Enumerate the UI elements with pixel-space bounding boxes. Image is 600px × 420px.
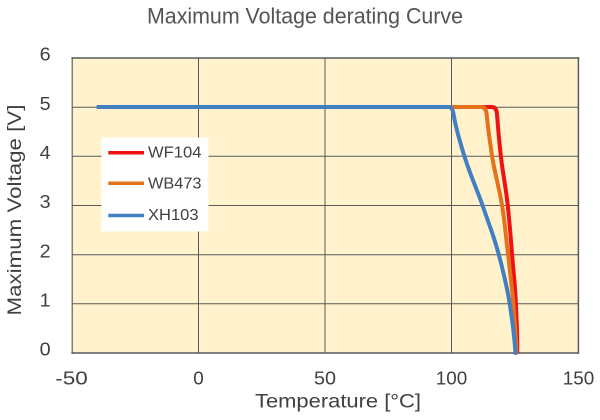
- svg-text:6: 6: [40, 44, 51, 65]
- svg-text:WB473: WB473: [148, 175, 202, 192]
- svg-text:5: 5: [40, 93, 51, 114]
- svg-text:XH103: XH103: [148, 207, 199, 224]
- svg-text:Maximum Voltage derating Curve: Maximum Voltage derating Curve: [147, 3, 463, 28]
- svg-text:Temperature [°C]: Temperature [°C]: [255, 391, 421, 413]
- svg-text:50: 50: [314, 368, 336, 389]
- svg-text:WF104: WF104: [148, 145, 202, 162]
- svg-text:3: 3: [40, 191, 51, 212]
- svg-text:4: 4: [40, 142, 51, 163]
- svg-text:0: 0: [193, 368, 204, 389]
- svg-text:0: 0: [40, 339, 51, 360]
- svg-text:1: 1: [40, 289, 51, 310]
- svg-text:150: 150: [563, 368, 595, 389]
- svg-text:2: 2: [40, 240, 51, 261]
- svg-text:Maximum Voltage [V]: Maximum Voltage [V]: [4, 105, 26, 316]
- svg-text:-50: -50: [55, 368, 88, 389]
- svg-text:100: 100: [436, 368, 468, 389]
